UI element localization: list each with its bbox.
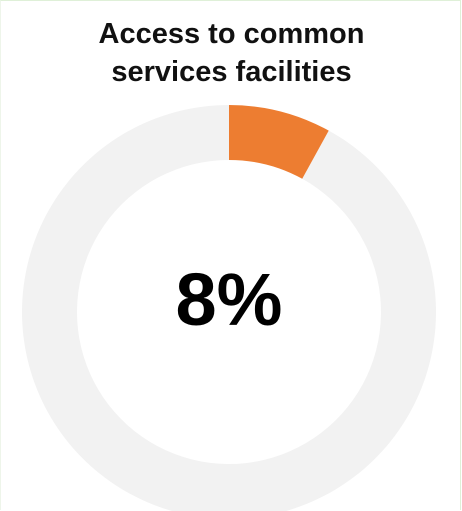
chart-title-line-2: services facilities xyxy=(111,56,352,88)
center-percentage-label: 8% xyxy=(176,258,283,341)
chart-title-line-1: Access to common xyxy=(98,18,365,50)
chart-title: Access to common services facilities xyxy=(1,15,462,91)
donut-slice-value xyxy=(229,105,329,179)
